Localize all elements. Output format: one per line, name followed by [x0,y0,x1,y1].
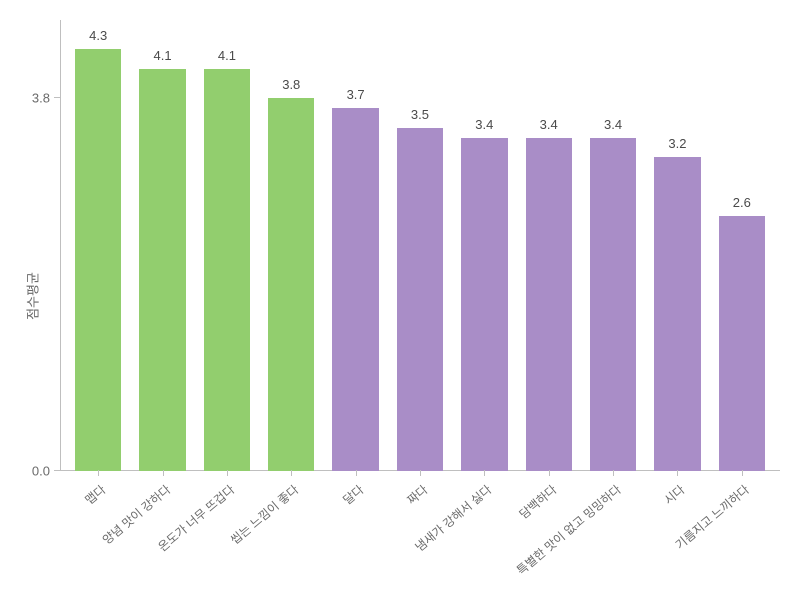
bar: 3.4 [590,138,636,471]
bar-slot: 2.6 [710,20,774,471]
bar-value-label: 4.3 [89,28,107,43]
bar-value-label: 4.1 [153,48,171,63]
x-label-slot: 달다 [323,471,387,591]
bar: 3.8 [268,98,314,471]
bar-value-label: 3.8 [282,77,300,92]
bar: 4.3 [75,49,121,471]
bar-slot: 4.3 [66,20,130,471]
plot-area: 0.03.8 4.34.14.13.83.73.53.43.43.43.22.6 [60,20,780,471]
x-tick [420,470,421,476]
bar-value-label: 3.2 [668,136,686,151]
bar: 2.6 [719,216,765,471]
x-label-slot: 냄새가 강해서 싫다 [452,471,516,591]
bar-slot: 3.2 [645,20,709,471]
bar: 4.1 [204,69,250,471]
bar: 4.1 [139,69,185,471]
x-label-slot: 기름지고 느끼하다 [710,471,774,591]
bar: 3.7 [332,108,378,471]
y-axis-label: 점수평균 [22,272,41,320]
x-tick [98,470,99,476]
bars-group: 4.3 4.1 4.1 3.8 3.7 3.5 3.4 3.4 3.4 3.2 2.6 [60,20,780,471]
bar-slot: 3.7 [323,20,387,471]
x-labels-group: 맵다양념 맛이 강하다온도가 너무 뜨겁다씹는 느낌이 좋다달다짜다냄새가 강해… [60,471,780,591]
x-tick [613,470,614,476]
bar-slot: 3.4 [517,20,581,471]
x-category-label: 맵다 [81,481,109,508]
bar-value-label: 3.4 [475,117,493,132]
x-category-label: 담백하다 [515,481,560,522]
x-category-label: 시다 [660,481,688,508]
bar-slot: 3.4 [452,20,516,471]
bar-value-label: 3.4 [604,117,622,132]
bar: 3.4 [461,138,507,471]
x-tick [549,470,550,476]
x-category-label: 달다 [339,481,367,508]
bar-value-label: 3.4 [540,117,558,132]
bar-value-label: 3.5 [411,107,429,122]
bar-value-label: 3.7 [347,87,365,102]
bar: 3.5 [397,128,443,471]
x-tick [356,470,357,476]
x-tick [742,470,743,476]
x-tick [291,470,292,476]
x-tick [677,470,678,476]
bar-slot: 4.1 [130,20,194,471]
bar-slot: 4.1 [195,20,259,471]
x-tick [227,470,228,476]
bar-value-label: 2.6 [733,195,751,210]
bar-value-label: 4.1 [218,48,236,63]
bar-slot: 3.8 [259,20,323,471]
bar-slot: 3.4 [581,20,645,471]
bar: 3.2 [654,157,700,471]
x-label-slot: 씹는 느낌이 좋다 [259,471,323,591]
x-category-label: 짜다 [403,481,431,508]
x-tick [484,470,485,476]
x-label-slot: 특별한 맛이 없고 밍밍하다 [581,471,645,591]
x-tick [163,470,164,476]
y-tick-label: 0.0 [32,464,50,479]
chart-container: 점수평균 0.0 3.8 4.3 4.1 4.1 3.8 3.7 3.5 3.4 3.4 3.4 3… [0,0,800,591]
bar-slot: 3.5 [388,20,452,471]
bar: 3.4 [526,138,572,471]
y-tick-label: 3.8 [32,91,50,106]
